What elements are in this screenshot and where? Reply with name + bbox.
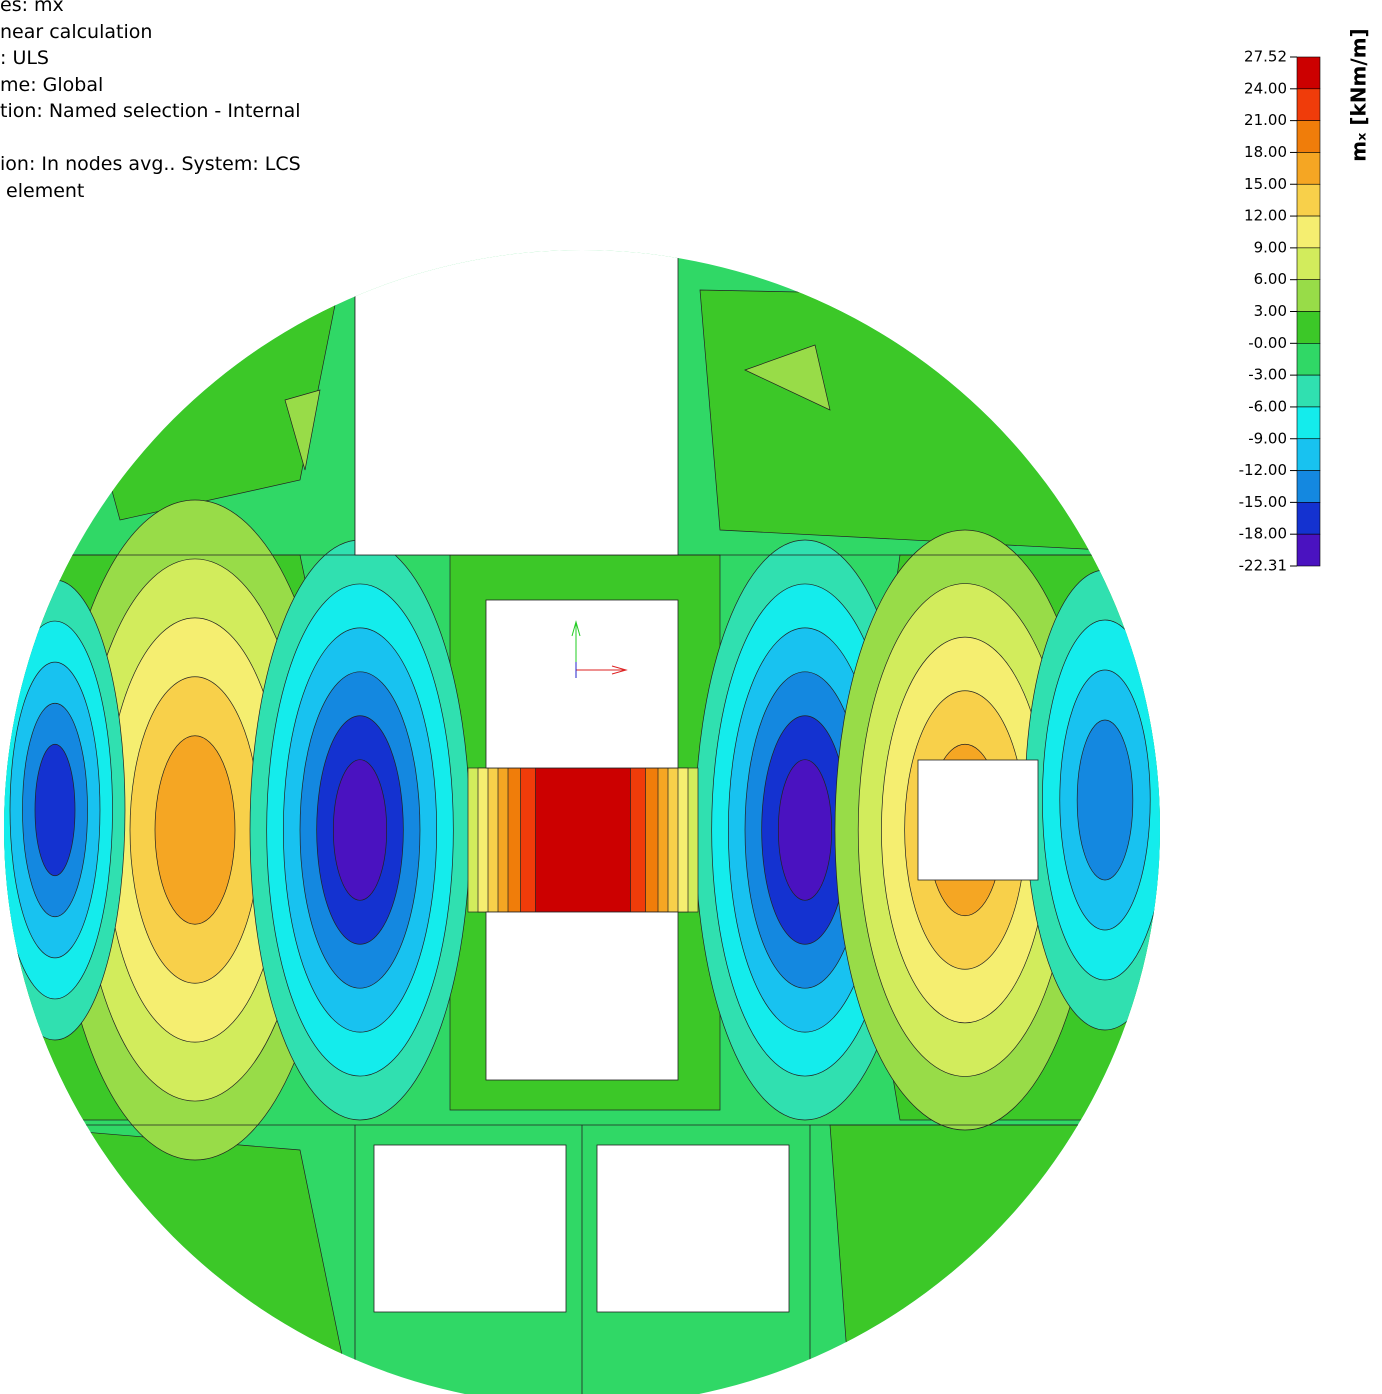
legend-band <box>1296 438 1321 471</box>
header-line: ion: In nodes avg.. System: LCS <box>0 153 301 175</box>
contour-region <box>744 344 831 411</box>
opening <box>485 911 679 1081</box>
legend: 27.52 24.00 21.00 18.00 15.00 12.00 9.00 6.00 3.… <box>1239 48 1321 575</box>
contour-plot <box>4 250 1160 1394</box>
header-line: : ULS <box>0 47 49 69</box>
legend-label: 12.00 <box>1244 207 1287 225</box>
header: es: mx near calculation : ULS me: Global tio… <box>0 0 301 204</box>
legend-label: -3.00 <box>1248 366 1287 384</box>
legend-label: -9.00 <box>1248 429 1287 447</box>
legend-label: 24.00 <box>1244 79 1287 97</box>
contour-region <box>154 735 236 925</box>
legend-band <box>1296 343 1321 376</box>
contour-region <box>829 1124 1160 1394</box>
header-line: me: Global <box>0 73 104 96</box>
legend-band <box>1296 247 1321 280</box>
opening <box>373 1144 567 1313</box>
contour-region <box>535 767 631 913</box>
legend-label: 3.00 <box>1254 302 1287 320</box>
legend-band <box>1296 56 1321 90</box>
legend-band <box>1296 88 1321 121</box>
legend-label: -12.00 <box>1239 461 1287 479</box>
legend-label: -15.00 <box>1239 493 1287 511</box>
contour-region <box>284 389 321 471</box>
legend-band <box>1296 374 1321 408</box>
legend-band <box>1296 470 1321 503</box>
header-line: tion: Named selection - Internal <box>0 100 301 122</box>
opening <box>485 599 679 769</box>
legend-label: 18.00 <box>1244 143 1287 161</box>
legend-band <box>1296 215 1321 249</box>
legend-label: 21.00 <box>1244 111 1287 129</box>
legend-title: mₓ [kNm/m] <box>1347 28 1371 161</box>
legend-band <box>1296 533 1321 567</box>
contour-region <box>332 759 388 901</box>
legend-band <box>1296 279 1321 312</box>
header-line: es: mx <box>0 0 64 16</box>
contour-region <box>699 289 1160 556</box>
contour-region <box>4 1124 351 1394</box>
legend-label: -22.31 <box>1239 557 1287 575</box>
legend-band <box>1296 502 1321 535</box>
legend-label: -18.00 <box>1239 525 1287 543</box>
legend-label: 6.00 <box>1254 270 1287 288</box>
header-line: element <box>0 179 85 202</box>
legend-label: -6.00 <box>1248 397 1287 415</box>
legend-band <box>1296 152 1321 185</box>
legend-band <box>1296 311 1321 344</box>
header-line: near calculation <box>0 20 153 43</box>
legend-band <box>1296 406 1321 440</box>
legend-label: 9.00 <box>1254 238 1287 256</box>
legend-band <box>1296 183 1321 217</box>
contour-region <box>777 759 833 901</box>
opening <box>354 250 679 556</box>
legend-band <box>1296 120 1321 153</box>
contour-region <box>34 743 76 877</box>
axis-x <box>576 665 628 675</box>
opening <box>917 759 1039 881</box>
opening <box>596 1144 790 1313</box>
contour-region <box>1076 719 1134 881</box>
legend-label: 15.00 <box>1244 175 1287 193</box>
legend-label: 27.52 <box>1244 48 1287 66</box>
legend-label: -0.00 <box>1248 334 1287 352</box>
